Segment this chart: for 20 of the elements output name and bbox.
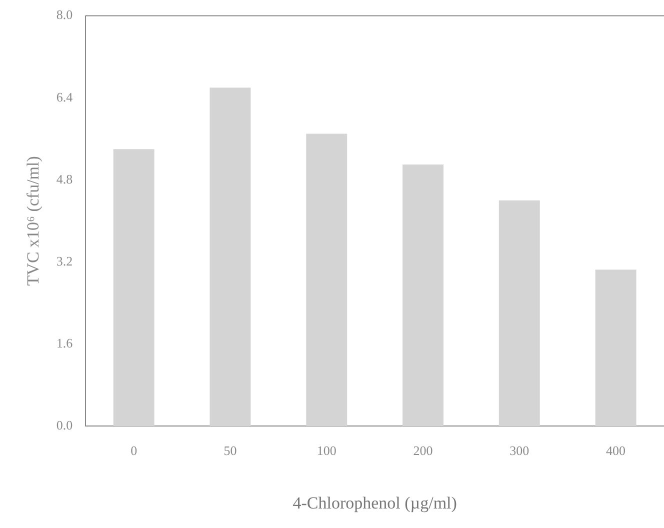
- x-tick-label: 100: [316, 443, 336, 458]
- bar: [306, 134, 348, 426]
- bar: [595, 270, 636, 426]
- y-tick-label: 0.0: [56, 417, 73, 432]
- x-tick-label: 200: [413, 443, 433, 458]
- y-tick-label: 1.6: [56, 335, 74, 350]
- bar: [402, 164, 444, 426]
- x-tick-label: 0: [130, 443, 138, 458]
- bar: [113, 149, 154, 426]
- y-axis-title: TVC x10⁶ (cfu/ml): [24, 156, 43, 286]
- y-tick-label: 3.2: [56, 253, 73, 268]
- y-tick-label: 6.4: [56, 89, 74, 104]
- bar: [498, 200, 540, 426]
- y-tick-label: 4.8: [56, 171, 73, 186]
- x-axis-title: 4-Chlorophenol (µg/ml): [292, 493, 457, 512]
- x-tick-label: 300: [510, 443, 530, 458]
- y-tick-label: 8.0: [56, 7, 73, 22]
- x-tick-label: 400: [606, 443, 626, 458]
- bar: [210, 88, 251, 426]
- x-tick-label: 50: [224, 443, 237, 458]
